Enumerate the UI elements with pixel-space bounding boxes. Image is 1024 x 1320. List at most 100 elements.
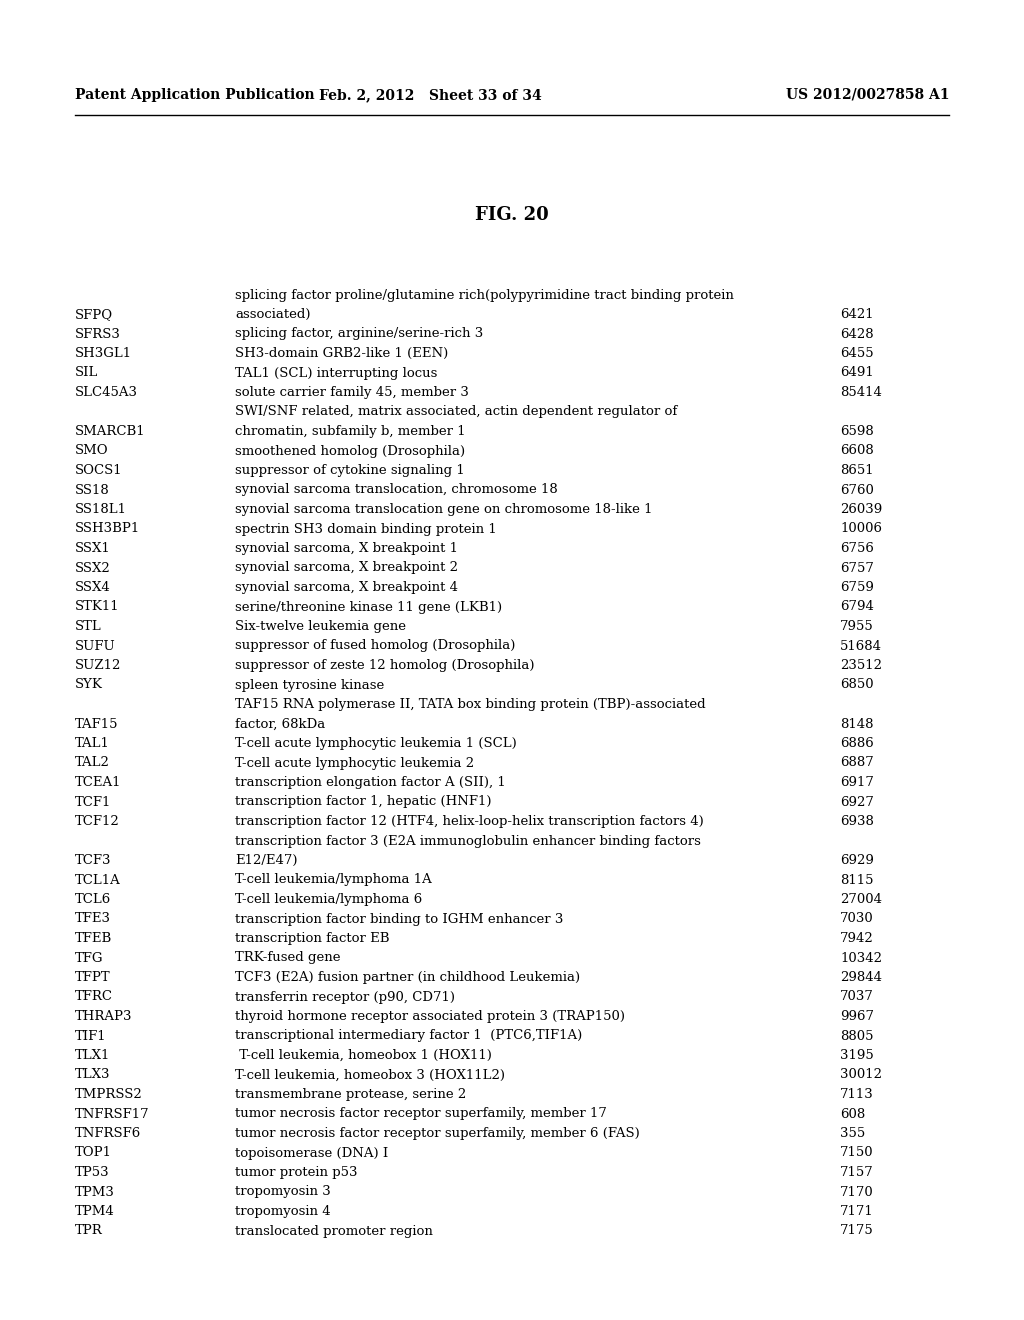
Text: SSX4: SSX4 bbox=[75, 581, 111, 594]
Text: TAF15 RNA polymerase II, TATA box binding protein (TBP)-associated: TAF15 RNA polymerase II, TATA box bindin… bbox=[234, 698, 706, 711]
Text: 7113: 7113 bbox=[840, 1088, 873, 1101]
Text: T-cell acute lymphocytic leukemia 1 (SCL): T-cell acute lymphocytic leukemia 1 (SCL… bbox=[234, 737, 517, 750]
Text: 6757: 6757 bbox=[840, 561, 873, 574]
Text: TCF3 (E2A) fusion partner (in childhood Leukemia): TCF3 (E2A) fusion partner (in childhood … bbox=[234, 972, 581, 983]
Text: 7157: 7157 bbox=[840, 1166, 873, 1179]
Text: tumor necrosis factor receptor superfamily, member 17: tumor necrosis factor receptor superfami… bbox=[234, 1107, 607, 1121]
Text: thyroid hormone receptor associated protein 3 (TRAP150): thyroid hormone receptor associated prot… bbox=[234, 1010, 625, 1023]
Text: TCF1: TCF1 bbox=[75, 796, 112, 808]
Text: synovial sarcoma, X breakpoint 1: synovial sarcoma, X breakpoint 1 bbox=[234, 543, 458, 554]
Text: 6608: 6608 bbox=[840, 445, 873, 458]
Text: SSX2: SSX2 bbox=[75, 561, 111, 574]
Text: TCF12: TCF12 bbox=[75, 814, 120, 828]
Text: 23512: 23512 bbox=[840, 659, 882, 672]
Text: SS18L1: SS18L1 bbox=[75, 503, 127, 516]
Text: 6759: 6759 bbox=[840, 581, 873, 594]
Text: TMPRSS2: TMPRSS2 bbox=[75, 1088, 142, 1101]
Text: transcription factor binding to IGHM enhancer 3: transcription factor binding to IGHM enh… bbox=[234, 912, 563, 925]
Text: 6760: 6760 bbox=[840, 483, 873, 496]
Text: SIL: SIL bbox=[75, 367, 98, 380]
Text: suppressor of cytokine signaling 1: suppressor of cytokine signaling 1 bbox=[234, 465, 465, 477]
Text: synovial sarcoma, X breakpoint 2: synovial sarcoma, X breakpoint 2 bbox=[234, 561, 458, 574]
Text: SS18: SS18 bbox=[75, 483, 110, 496]
Text: SUZ12: SUZ12 bbox=[75, 659, 122, 672]
Text: 6794: 6794 bbox=[840, 601, 873, 614]
Text: 9967: 9967 bbox=[840, 1010, 874, 1023]
Text: transmembrane protease, serine 2: transmembrane protease, serine 2 bbox=[234, 1088, 466, 1101]
Text: TAL1: TAL1 bbox=[75, 737, 110, 750]
Text: solute carrier family 45, member 3: solute carrier family 45, member 3 bbox=[234, 385, 469, 399]
Text: associated): associated) bbox=[234, 308, 310, 321]
Text: T-cell acute lymphocytic leukemia 2: T-cell acute lymphocytic leukemia 2 bbox=[234, 756, 474, 770]
Text: 7171: 7171 bbox=[840, 1205, 873, 1218]
Text: STK11: STK11 bbox=[75, 601, 120, 614]
Text: 6455: 6455 bbox=[840, 347, 873, 360]
Text: 51684: 51684 bbox=[840, 639, 882, 652]
Text: 7030: 7030 bbox=[840, 912, 873, 925]
Text: 85414: 85414 bbox=[840, 385, 882, 399]
Text: transcription factor 3 (E2A immunoglobulin enhancer binding factors: transcription factor 3 (E2A immunoglobul… bbox=[234, 834, 700, 847]
Text: 26039: 26039 bbox=[840, 503, 883, 516]
Text: T-cell leukemia, homeobox 3 (HOX11L2): T-cell leukemia, homeobox 3 (HOX11L2) bbox=[234, 1068, 505, 1081]
Text: SFPQ: SFPQ bbox=[75, 308, 113, 321]
Text: THRAP3: THRAP3 bbox=[75, 1010, 132, 1023]
Text: transferrin receptor (p90, CD71): transferrin receptor (p90, CD71) bbox=[234, 990, 455, 1003]
Text: SUFU: SUFU bbox=[75, 639, 116, 652]
Text: 8115: 8115 bbox=[840, 874, 873, 887]
Text: TPM4: TPM4 bbox=[75, 1205, 115, 1218]
Text: transcriptional intermediary factor 1  (PTC6,TIF1A): transcriptional intermediary factor 1 (P… bbox=[234, 1030, 583, 1043]
Text: suppressor of fused homolog (Drosophila): suppressor of fused homolog (Drosophila) bbox=[234, 639, 515, 652]
Text: TPM3: TPM3 bbox=[75, 1185, 115, 1199]
Text: T-cell leukemia/lymphoma 6: T-cell leukemia/lymphoma 6 bbox=[234, 894, 422, 906]
Text: SYK: SYK bbox=[75, 678, 102, 692]
Text: TIF1: TIF1 bbox=[75, 1030, 106, 1043]
Text: Feb. 2, 2012   Sheet 33 of 34: Feb. 2, 2012 Sheet 33 of 34 bbox=[318, 88, 542, 102]
Text: topoisomerase (DNA) I: topoisomerase (DNA) I bbox=[234, 1147, 388, 1159]
Text: translocated promoter region: translocated promoter region bbox=[234, 1225, 433, 1238]
Text: 8805: 8805 bbox=[840, 1030, 873, 1043]
Text: SH3GL1: SH3GL1 bbox=[75, 347, 132, 360]
Text: SSH3BP1: SSH3BP1 bbox=[75, 523, 140, 536]
Text: suppressor of zeste 12 homolog (Drosophila): suppressor of zeste 12 homolog (Drosophi… bbox=[234, 659, 535, 672]
Text: SWI/SNF related, matrix associated, actin dependent regulator of: SWI/SNF related, matrix associated, acti… bbox=[234, 405, 677, 418]
Text: 6491: 6491 bbox=[840, 367, 873, 380]
Text: TAL1 (SCL) interrupting locus: TAL1 (SCL) interrupting locus bbox=[234, 367, 437, 380]
Text: FIG. 20: FIG. 20 bbox=[475, 206, 549, 224]
Text: 6887: 6887 bbox=[840, 756, 873, 770]
Text: E12/E47): E12/E47) bbox=[234, 854, 298, 867]
Text: spleen tyrosine kinase: spleen tyrosine kinase bbox=[234, 678, 384, 692]
Text: TOP1: TOP1 bbox=[75, 1147, 112, 1159]
Text: 6428: 6428 bbox=[840, 327, 873, 341]
Text: 10006: 10006 bbox=[840, 523, 882, 536]
Text: 27004: 27004 bbox=[840, 894, 882, 906]
Text: TNFRSF17: TNFRSF17 bbox=[75, 1107, 150, 1121]
Text: TFG: TFG bbox=[75, 952, 103, 965]
Text: TNFRSF6: TNFRSF6 bbox=[75, 1127, 141, 1140]
Text: TFRC: TFRC bbox=[75, 990, 113, 1003]
Text: 6756: 6756 bbox=[840, 543, 873, 554]
Text: SH3-domain GRB2-like 1 (EEN): SH3-domain GRB2-like 1 (EEN) bbox=[234, 347, 449, 360]
Text: T-cell leukemia/lymphoma 1A: T-cell leukemia/lymphoma 1A bbox=[234, 874, 432, 887]
Text: 10342: 10342 bbox=[840, 952, 882, 965]
Text: TPR: TPR bbox=[75, 1225, 102, 1238]
Text: transcription factor 12 (HTF4, helix-loop-helix transcription factors 4): transcription factor 12 (HTF4, helix-loo… bbox=[234, 814, 703, 828]
Text: SFRS3: SFRS3 bbox=[75, 327, 121, 341]
Text: transcription factor EB: transcription factor EB bbox=[234, 932, 389, 945]
Text: 6929: 6929 bbox=[840, 854, 873, 867]
Text: SOCS1: SOCS1 bbox=[75, 465, 123, 477]
Text: factor, 68kDa: factor, 68kDa bbox=[234, 718, 326, 730]
Text: 8148: 8148 bbox=[840, 718, 873, 730]
Text: 7955: 7955 bbox=[840, 620, 873, 634]
Text: 608: 608 bbox=[840, 1107, 865, 1121]
Text: synovial sarcoma, X breakpoint 4: synovial sarcoma, X breakpoint 4 bbox=[234, 581, 458, 594]
Text: 6917: 6917 bbox=[840, 776, 873, 789]
Text: TCEA1: TCEA1 bbox=[75, 776, 122, 789]
Text: SMO: SMO bbox=[75, 445, 109, 458]
Text: 3195: 3195 bbox=[840, 1049, 873, 1063]
Text: TAF15: TAF15 bbox=[75, 718, 119, 730]
Text: TFPT: TFPT bbox=[75, 972, 111, 983]
Text: spectrin SH3 domain binding protein 1: spectrin SH3 domain binding protein 1 bbox=[234, 523, 497, 536]
Text: STL: STL bbox=[75, 620, 101, 634]
Text: Patent Application Publication: Patent Application Publication bbox=[75, 88, 314, 102]
Text: tropomyosin 4: tropomyosin 4 bbox=[234, 1205, 331, 1218]
